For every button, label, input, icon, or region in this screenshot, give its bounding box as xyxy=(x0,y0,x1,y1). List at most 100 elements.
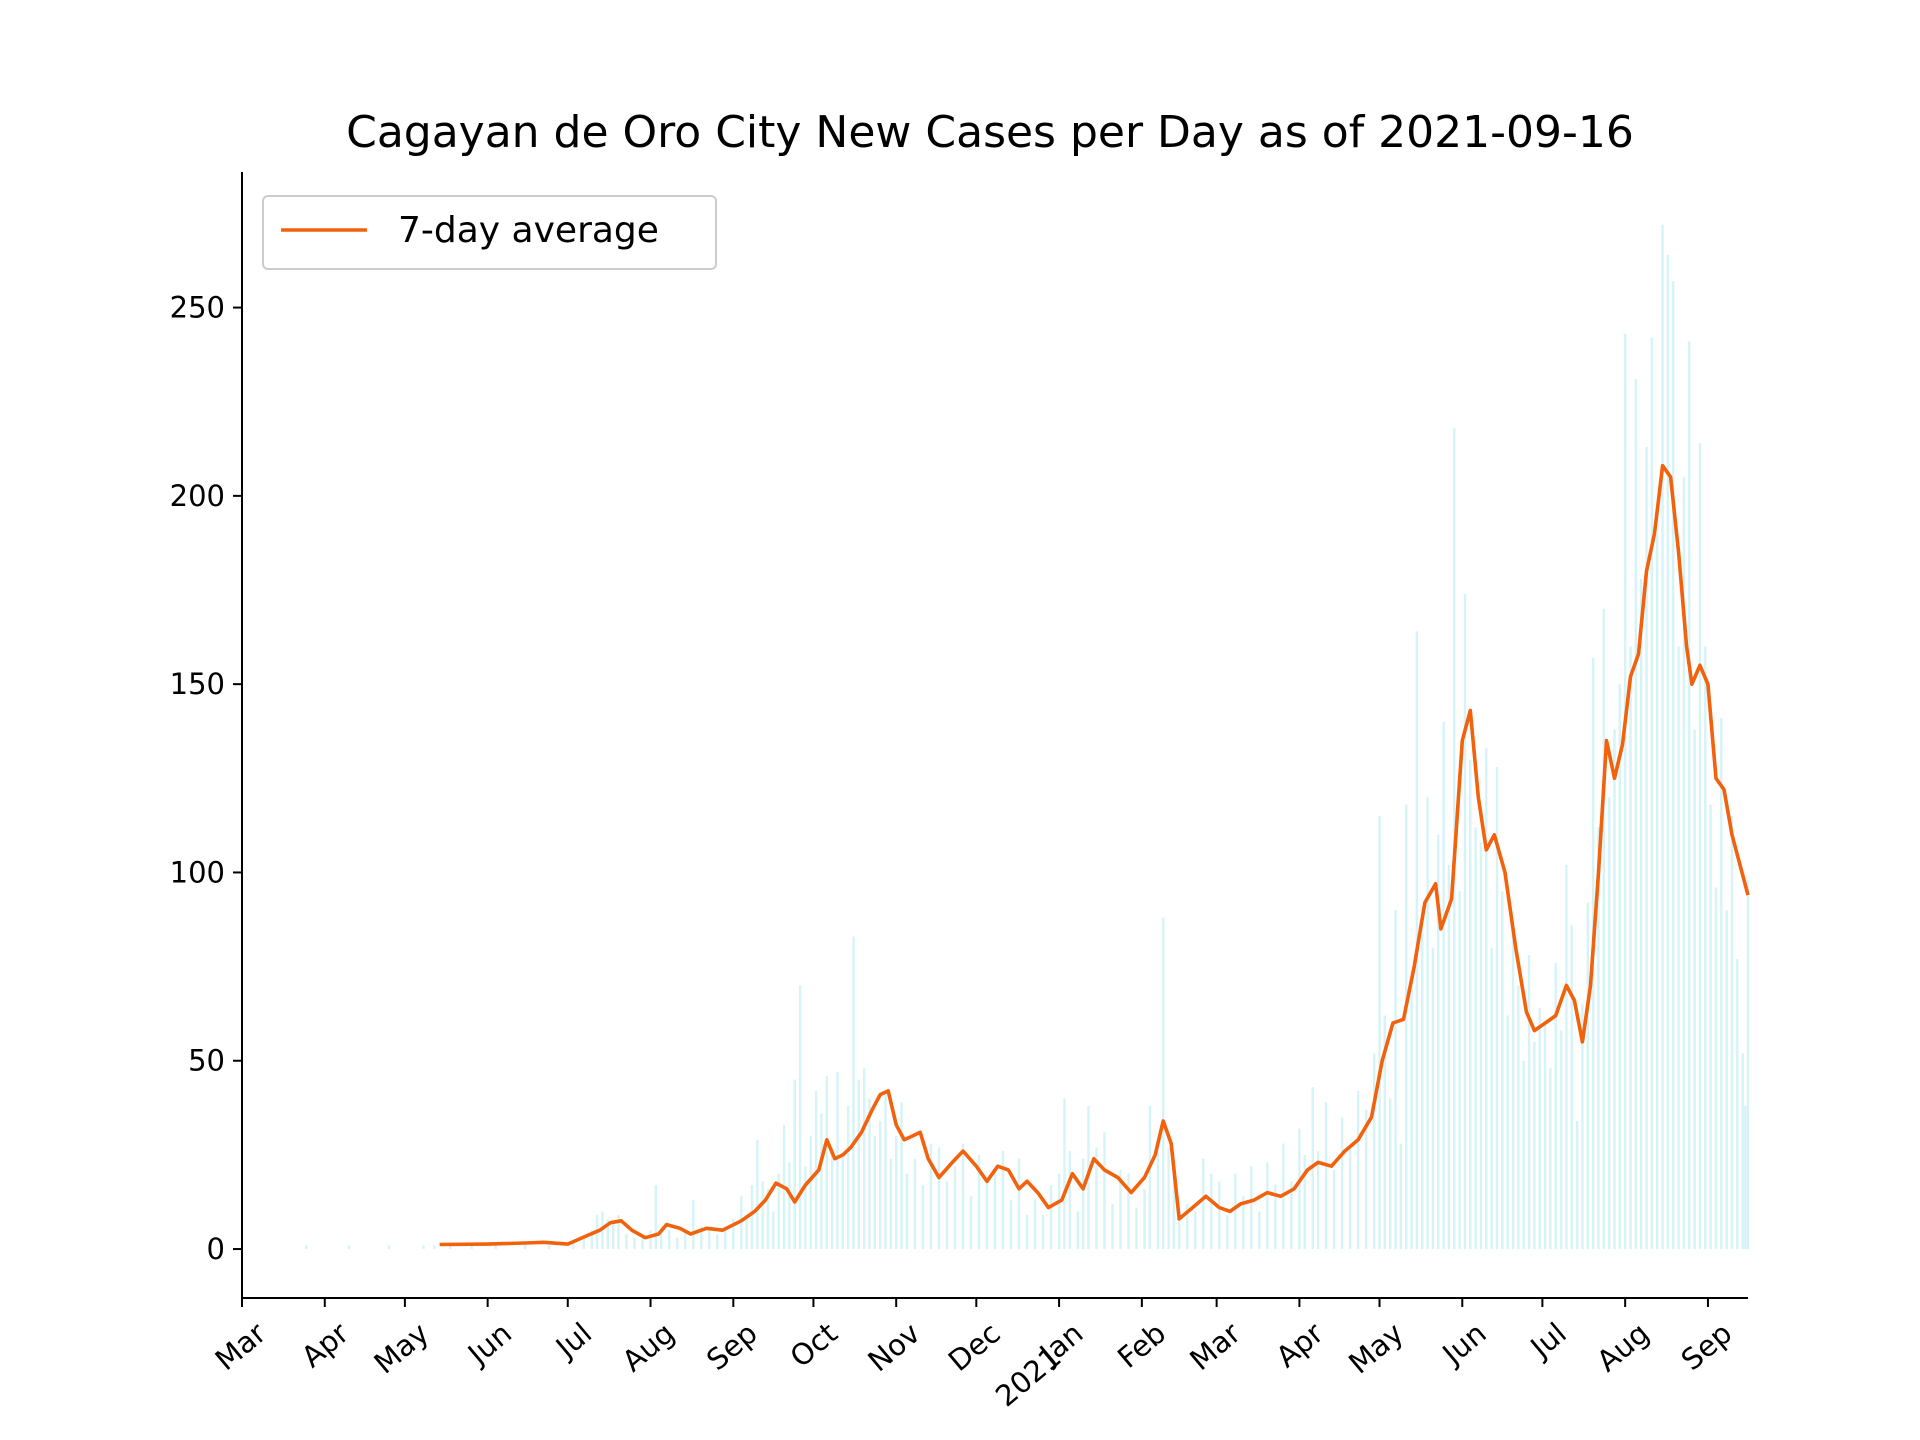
daily-case-bar xyxy=(1178,1218,1181,1250)
daily-case-bar xyxy=(1607,797,1611,1250)
daily-case-bar xyxy=(1250,1166,1253,1250)
daily-case-bar xyxy=(1148,1105,1152,1250)
daily-case-bar xyxy=(1581,1004,1584,1250)
daily-case-bar xyxy=(1103,1132,1106,1250)
daily-case-bar xyxy=(830,1147,834,1250)
daily-case-bar xyxy=(1656,533,1659,1250)
daily-case-bar xyxy=(798,985,802,1250)
daily-case-bar xyxy=(1746,879,1750,1250)
daily-case-bar xyxy=(766,1188,770,1250)
daily-case-bar xyxy=(1298,1128,1301,1250)
daily-case-bar xyxy=(873,1136,877,1250)
daily-case-bar xyxy=(1602,608,1606,1250)
daily-case-bar xyxy=(929,1143,933,1250)
daily-case-bar xyxy=(1426,797,1429,1250)
daily-case-bar xyxy=(1634,379,1638,1250)
legend: 7-day average xyxy=(262,195,717,270)
daily-case-bar xyxy=(900,1102,903,1250)
daily-case-bar xyxy=(945,1181,949,1250)
daily-case-bar xyxy=(1672,281,1675,1250)
daily-case-bar xyxy=(649,1230,652,1250)
daily-case-bar xyxy=(788,1162,791,1250)
daily-case-bar xyxy=(1394,910,1397,1250)
daily-case-bar xyxy=(1543,1023,1547,1250)
daily-case-bar xyxy=(523,1241,527,1250)
daily-case-bar xyxy=(1135,1207,1138,1250)
daily-case-bar xyxy=(985,1181,989,1250)
daily-case-bar xyxy=(676,1237,679,1250)
daily-case-bar xyxy=(1495,767,1499,1250)
daily-case-bar xyxy=(961,1143,965,1250)
daily-case-bar xyxy=(1533,1041,1536,1250)
daily-case-bar xyxy=(937,1147,941,1250)
daily-case-bar xyxy=(1490,947,1493,1250)
daily-case-bar xyxy=(1202,1158,1205,1250)
daily-case-bar xyxy=(969,1196,973,1250)
daily-case-bar xyxy=(1210,1173,1213,1250)
daily-case-bar xyxy=(433,1245,436,1250)
daily-case-bar xyxy=(889,1158,893,1250)
daily-case-bar xyxy=(692,1200,695,1250)
daily-case-bar xyxy=(1316,1151,1320,1250)
daily-case-bar xyxy=(1554,962,1557,1250)
legend-box xyxy=(262,195,717,270)
daily-case-bar xyxy=(606,1218,610,1250)
daily-case-bar xyxy=(1410,977,1413,1250)
y-tick-label: 100 xyxy=(170,855,225,889)
daily-case-bar xyxy=(1364,1109,1368,1250)
daily-case-bar xyxy=(422,1245,425,1250)
daily-case-bar xyxy=(1463,593,1467,1250)
daily-case-bar xyxy=(820,1113,823,1250)
y-tick-label: 200 xyxy=(170,479,225,513)
daily-case-bar xyxy=(1693,729,1696,1250)
daily-case-bar xyxy=(1522,1060,1525,1250)
daily-case-bar xyxy=(1565,864,1568,1250)
daily-case-bar xyxy=(732,1218,735,1250)
daily-case-bar xyxy=(1218,1181,1221,1250)
daily-case-bar xyxy=(1033,1200,1037,1250)
daily-case-bar xyxy=(1698,443,1702,1250)
daily-case-bar xyxy=(1714,887,1718,1250)
chart-title: Cagayan de Oro City New Cases per Day as… xyxy=(346,107,1634,158)
daily-case-bar xyxy=(641,1237,644,1250)
daily-case-bar xyxy=(1172,1158,1176,1250)
daily-case-bar xyxy=(1348,1147,1352,1250)
daily-case-bar xyxy=(772,1211,775,1250)
daily-case-bar xyxy=(684,1230,687,1250)
daily-case-bar xyxy=(1303,1154,1306,1250)
daily-case-bar xyxy=(1266,1162,1269,1250)
daily-case-bar xyxy=(1025,1215,1029,1250)
y-tick-label: 0 xyxy=(207,1232,225,1266)
daily-case-bar xyxy=(1057,1173,1061,1250)
daily-case-bar xyxy=(1162,917,1165,1250)
daily-case-bar xyxy=(633,1237,636,1250)
daily-case-bar xyxy=(1340,1117,1344,1250)
daily-case-bar xyxy=(1650,337,1654,1250)
daily-case-bar xyxy=(1383,1015,1387,1250)
y-tick-label: 250 xyxy=(170,291,225,325)
daily-case-bar xyxy=(1538,1008,1541,1250)
daily-case-bar xyxy=(750,1185,754,1250)
daily-case-bar xyxy=(1506,1015,1509,1250)
daily-case-bar xyxy=(470,1245,473,1250)
daily-case-bar xyxy=(1575,1121,1579,1250)
daily-case-bar xyxy=(1549,1068,1552,1250)
daily-case-bar xyxy=(1720,718,1723,1250)
daily-case-bar xyxy=(449,1245,452,1250)
daily-case-bar xyxy=(1167,1147,1170,1250)
daily-case-bar xyxy=(756,1139,759,1250)
daily-case-bar xyxy=(1041,1215,1045,1250)
daily-case-bar xyxy=(1442,721,1445,1250)
daily-case-bar xyxy=(1095,1147,1098,1250)
daily-case-bar xyxy=(1274,1185,1277,1250)
daily-case-bar xyxy=(1290,1181,1293,1250)
daily-case-bar xyxy=(1511,928,1515,1250)
daily-case-bar xyxy=(1527,955,1531,1250)
daily-case-bar xyxy=(913,1158,917,1250)
daily-case-bar xyxy=(884,1090,887,1250)
daily-case-bar xyxy=(1469,759,1472,1250)
daily-case-bar xyxy=(1479,842,1483,1250)
daily-case-bar xyxy=(1586,902,1589,1250)
daily-case-bar xyxy=(590,1230,593,1250)
daily-case-bar xyxy=(905,1173,909,1250)
